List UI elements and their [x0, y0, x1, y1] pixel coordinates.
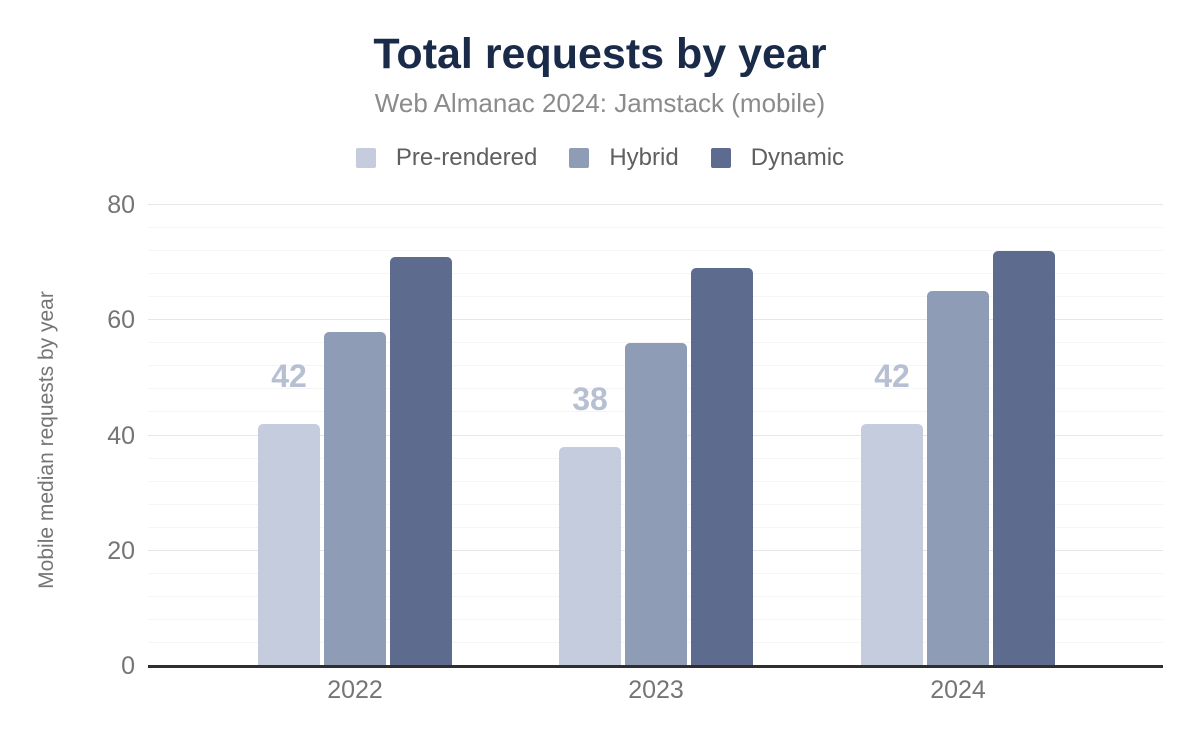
major-gridline — [148, 319, 1163, 321]
legend-swatch-icon — [710, 148, 731, 168]
minor-gridline — [148, 296, 1163, 298]
legend-label: Hybrid — [609, 144, 679, 171]
legend-label: Pre-rendered — [395, 144, 538, 171]
chart-subtitle: Web Almanac 2024: Jamstack (mobile) — [374, 88, 826, 118]
legend-label: Dynamic — [750, 144, 845, 171]
bar-hybrid-2024[interactable] — [927, 291, 989, 666]
x-tick-label-2023: 2023 — [628, 676, 684, 704]
x-axis-line — [148, 665, 1163, 668]
y-tick-label: 0 — [121, 652, 135, 680]
bar-hybrid-2022[interactable] — [324, 331, 386, 666]
legend-swatch-icon — [355, 148, 376, 168]
legend-item-hybrid: Hybrid — [569, 144, 679, 172]
bar-pre-rendered-2022[interactable] — [258, 423, 320, 666]
bar-value-label-pre-rendered-2023: 38 — [572, 381, 608, 418]
x-tick-label-2022: 2022 — [327, 676, 383, 704]
y-tick-label: 60 — [107, 306, 135, 335]
minor-gridline — [148, 273, 1163, 275]
bar-dynamic-2022[interactable] — [390, 256, 452, 666]
y-tick-label: 80 — [107, 191, 135, 219]
bar-value-label-pre-rendered-2024: 42 — [874, 357, 910, 394]
chart-title: Total requests by year — [373, 30, 827, 78]
minor-gridline — [148, 342, 1163, 344]
bar-pre-rendered-2023[interactable] — [559, 447, 621, 666]
bar-pre-rendered-2024[interactable] — [861, 423, 923, 666]
y-tick-label: 40 — [107, 421, 135, 450]
minor-gridline — [148, 227, 1163, 229]
legend-swatch-icon — [569, 148, 590, 168]
legend: Pre-rendered Hybrid Dynamic — [0, 144, 1200, 172]
legend-item-dynamic: Dynamic — [710, 144, 845, 172]
legend-item-pre-rendered: Pre-rendered — [355, 144, 538, 172]
x-tick-label-2024: 2024 — [930, 676, 986, 704]
bar-dynamic-2023[interactable] — [691, 268, 753, 666]
plot-area: 42 38 42 — [148, 204, 1163, 668]
bar-dynamic-2024[interactable] — [993, 251, 1055, 666]
bar-value-label-pre-rendered-2022: 42 — [271, 357, 307, 394]
bar-hybrid-2023[interactable] — [625, 343, 687, 666]
major-gridline — [148, 204, 1163, 205]
minor-gridline — [148, 250, 1163, 252]
y-tick-label: 20 — [107, 536, 135, 565]
